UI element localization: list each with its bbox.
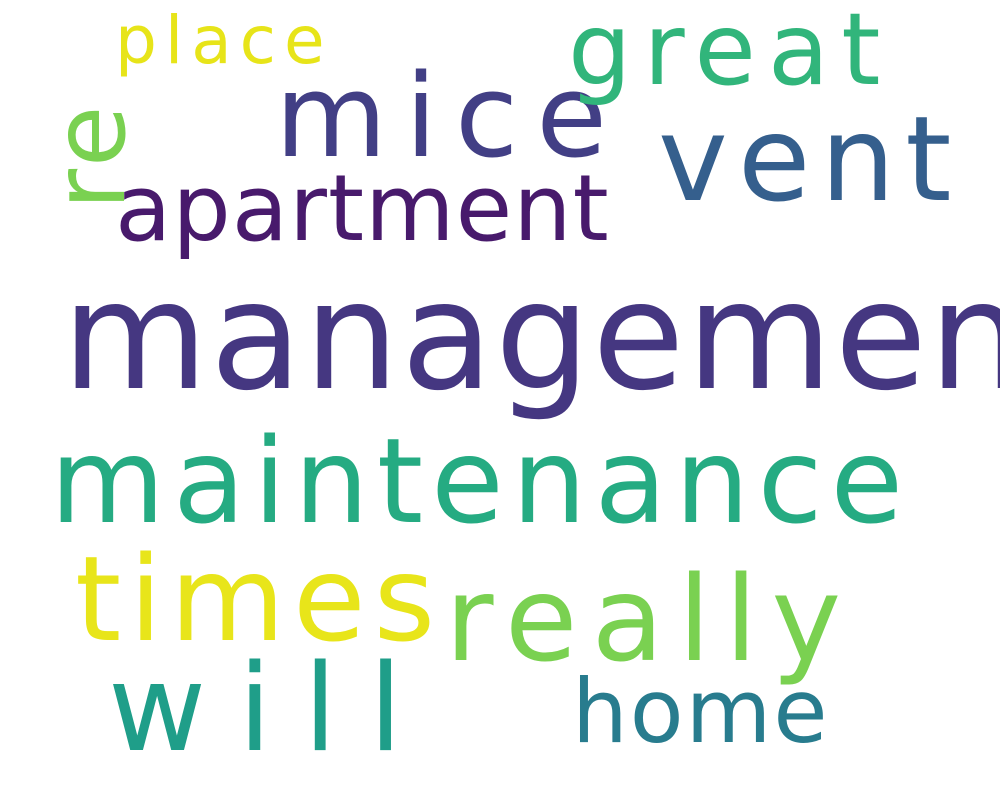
word-re: re: [31, 101, 148, 210]
word-great: great: [568, 0, 893, 108]
word-home: home: [572, 660, 830, 763]
word-place: place: [115, 2, 333, 79]
word-apartment: apartment: [115, 155, 610, 262]
word-management: management: [62, 250, 1000, 424]
word-times: times: [75, 530, 444, 668]
word-really: really: [445, 550, 856, 688]
word-vent: vent: [658, 90, 962, 228]
word-will: will: [108, 640, 435, 779]
word-mice: mice: [275, 50, 625, 184]
word-maintenance: maintenance: [50, 412, 912, 550]
